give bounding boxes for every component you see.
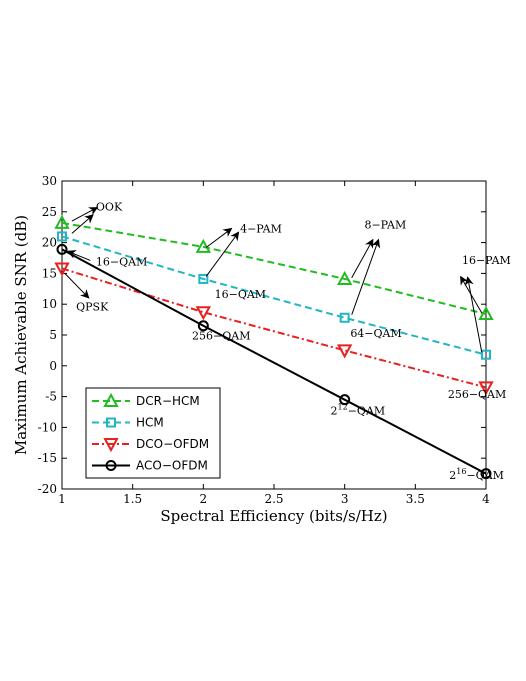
data-point <box>57 231 67 242</box>
x-axis-label: Spectral Efficiency (bits/s/Hz) <box>160 507 387 525</box>
legend-marker <box>103 392 119 407</box>
series-line <box>61 235 487 356</box>
annotation-label: 4−PAM <box>240 223 282 236</box>
legend-label: DCO−OFDM <box>136 437 209 451</box>
annotation-label: 16−QAM <box>215 288 266 301</box>
series-layer <box>54 214 494 480</box>
annotation-label: 8−PAM <box>364 218 406 231</box>
y-axis-label: Maximum Achievable SNR (dB) <box>12 215 30 455</box>
y-tick-label: 30 <box>42 174 57 188</box>
y-tick-label: 15 <box>42 266 57 280</box>
annotation-label: 64−QAM <box>350 327 401 340</box>
legend-label: HCM <box>136 416 164 430</box>
series-aco-ofdm <box>56 243 492 480</box>
series-dco-ofdm <box>54 262 494 396</box>
legend-marker <box>105 460 117 471</box>
data-point <box>197 320 209 332</box>
data-point <box>198 273 209 284</box>
annotation-arrow <box>71 207 99 222</box>
legend-marker <box>103 438 119 453</box>
legend-entry: DCR−HCM <box>92 392 200 408</box>
data-point <box>481 349 491 360</box>
annotation-arrow <box>71 214 94 234</box>
annotation-label: 16−PAM <box>462 254 511 267</box>
data-point <box>56 243 68 255</box>
data-point <box>478 381 494 396</box>
series-line <box>61 267 487 389</box>
data-point <box>54 214 70 229</box>
annotation-arrow <box>66 250 91 261</box>
y-tick-label: -20 <box>38 482 57 496</box>
data-point <box>336 270 353 285</box>
x-tick-label: 4 <box>482 492 490 506</box>
y-tick-label: -15 <box>38 451 57 465</box>
annotation-arrow <box>64 273 90 299</box>
legend-box <box>85 387 221 479</box>
series-hcm <box>57 231 491 360</box>
annotation-label: 256−QAM <box>448 388 506 401</box>
data-point <box>54 262 70 277</box>
annotations-layer: OOK 16−QAM QPSK 4−PAM 16−QAM 256−QAM 8−PAM 64−Q… <box>64 201 511 482</box>
x-tick-label: 2.5 <box>264 492 283 506</box>
data-point <box>195 238 212 253</box>
x-tick-label: 1.5 <box>123 492 142 506</box>
annotation-arrow <box>351 238 374 278</box>
series-line <box>61 221 487 316</box>
x-tick-label: 1 <box>58 492 66 506</box>
x-tick-label: 2 <box>200 492 208 506</box>
legend-entry: HCM <box>92 416 164 430</box>
y-tick-label: 5 <box>49 328 57 342</box>
annotation-label: 16−QAM <box>96 255 147 268</box>
legend-marker <box>106 417 116 428</box>
legend: DCR−HCM HCM DCO−OFDM ACO−OFDM <box>85 387 221 479</box>
y-tick-label: -5 <box>45 390 57 404</box>
annotation-arrow <box>205 227 233 248</box>
y-tick-label: 10 <box>42 297 57 311</box>
legend-entry: DCO−OFDM <box>92 437 209 453</box>
legend-label: ACO−OFDM <box>136 459 208 473</box>
series-line <box>61 248 487 475</box>
y-tick-label: 20 <box>42 236 57 250</box>
legend-entry: ACO−OFDM <box>92 459 208 473</box>
data-point <box>339 312 350 323</box>
annotation-arrow <box>351 238 381 315</box>
y-tick-label: 25 <box>42 205 57 219</box>
data-point <box>336 344 353 359</box>
data-point <box>195 306 212 321</box>
data-point <box>339 394 351 406</box>
annotation-arrow <box>205 231 240 277</box>
annotation-arrow <box>464 276 483 353</box>
annotation-label: OOK <box>96 201 123 214</box>
axes: 1 1.5 2 2.5 3 3.5 4 -20 -15 -10 -5 0 5 10 15 20 25 30 Spec… <box>12 174 490 525</box>
annotation-label: 256−QAM <box>192 329 250 342</box>
data-point <box>480 468 492 480</box>
x-tick-label: 3 <box>341 492 349 506</box>
y-tick-label: 0 <box>49 359 57 373</box>
series-dcr-hcm <box>54 214 494 321</box>
annotation-label: 212−QAM <box>331 402 386 417</box>
data-point <box>478 305 494 321</box>
y-tick-label: -10 <box>38 420 57 434</box>
annotation-label: 216−QAM <box>449 467 504 482</box>
annotation-label: QPSK <box>76 300 109 313</box>
x-tick-label: 3.5 <box>406 492 425 506</box>
legend-label: DCR−HCM <box>136 394 200 408</box>
